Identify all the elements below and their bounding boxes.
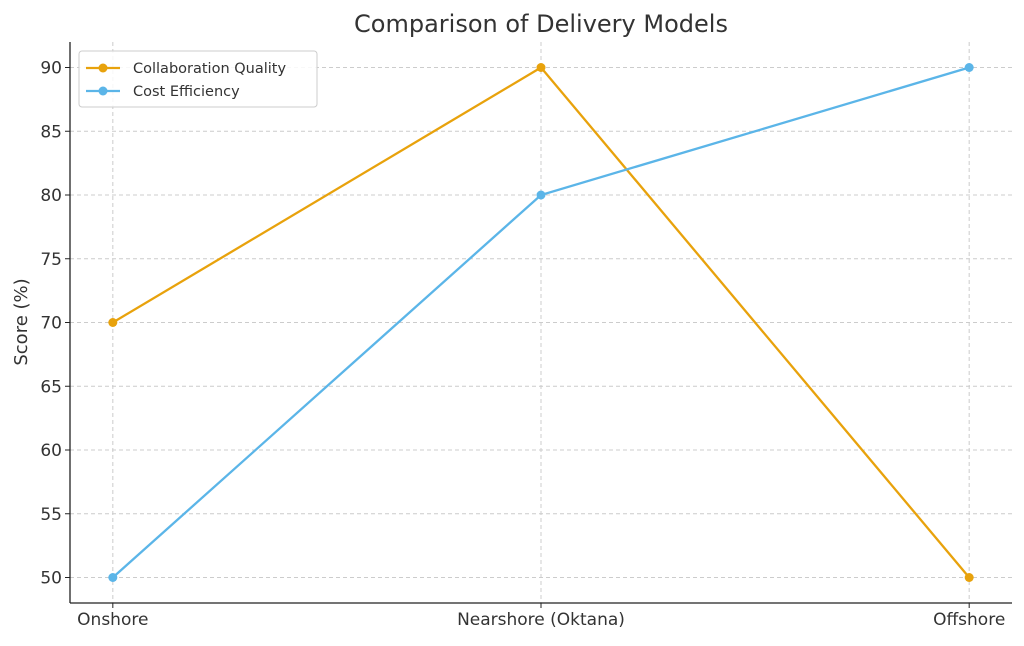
y-tick-label: 80: [40, 186, 62, 206]
x-tick-label: Onshore: [77, 610, 148, 630]
y-tick-label: 55: [40, 505, 62, 525]
x-tick-label: Nearshore (Oktana): [457, 610, 625, 630]
data-point: [964, 63, 974, 72]
y-tick-label: 50: [40, 569, 62, 589]
data-point: [108, 318, 118, 327]
legend-marker: [98, 86, 108, 96]
legend-box: [78, 50, 318, 108]
legend-label: Cost Efficiency: [133, 84, 240, 100]
data-point: [108, 573, 118, 582]
ticks: 50 55 60 65 70 75 80 85 90 Onshore Nearshore (Okta…: [40, 59, 1005, 631]
y-tick-label: 85: [40, 122, 62, 142]
y-tick-label: 90: [40, 59, 62, 79]
grid: [70, 42, 1012, 603]
series-lines: [108, 63, 974, 582]
legend: Collaboration Quality Cost Efficiency: [78, 50, 318, 108]
chart-title: Comparison of Delivery Models: [354, 10, 728, 38]
data-point: [964, 573, 974, 582]
data-point: [536, 190, 546, 200]
legend-marker: [98, 63, 108, 73]
y-tick-label: 60: [40, 441, 62, 461]
y-tick-label: 70: [40, 314, 62, 334]
y-axis-label: Score (%): [11, 278, 32, 365]
x-tick-label: Offshore: [933, 610, 1005, 630]
y-tick-label: 75: [40, 250, 62, 270]
legend-label: Collaboration Quality: [133, 61, 286, 77]
data-point: [536, 63, 546, 72]
y-tick-label: 65: [40, 377, 62, 397]
